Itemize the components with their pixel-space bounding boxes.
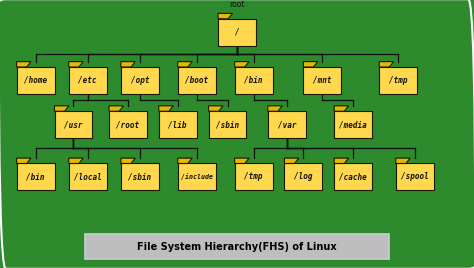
Bar <box>85 234 389 259</box>
Bar <box>334 111 372 138</box>
Polygon shape <box>334 106 348 111</box>
Bar <box>17 67 55 94</box>
Polygon shape <box>235 158 249 163</box>
Polygon shape <box>55 106 69 111</box>
Text: root: root <box>229 0 245 9</box>
Text: /mnt: /mnt <box>313 76 332 85</box>
Text: /: / <box>235 28 239 37</box>
Polygon shape <box>159 106 173 111</box>
Text: /include: /include <box>181 173 213 180</box>
Bar <box>178 163 216 190</box>
Text: /bin: /bin <box>26 172 45 181</box>
Text: /var: /var <box>277 120 296 129</box>
Text: /boot: /boot <box>185 76 208 85</box>
Bar <box>284 163 322 190</box>
Polygon shape <box>303 62 318 67</box>
Bar <box>178 67 216 94</box>
Polygon shape <box>121 62 135 67</box>
Text: /cache: /cache <box>339 172 367 181</box>
Polygon shape <box>69 158 83 163</box>
Polygon shape <box>17 62 31 67</box>
Text: File System Hierarchy(FHS) of Linux: File System Hierarchy(FHS) of Linux <box>137 241 337 252</box>
Bar <box>334 163 372 190</box>
Bar <box>17 163 55 190</box>
Bar <box>268 111 306 138</box>
Bar <box>235 67 273 94</box>
Text: /bin: /bin <box>244 76 263 85</box>
Polygon shape <box>17 158 31 163</box>
Polygon shape <box>109 106 123 111</box>
Text: /sbin: /sbin <box>216 120 239 129</box>
Polygon shape <box>121 158 135 163</box>
Polygon shape <box>218 13 232 19</box>
Polygon shape <box>178 158 192 163</box>
Text: /log: /log <box>294 172 313 181</box>
Polygon shape <box>334 158 348 163</box>
Polygon shape <box>69 62 83 67</box>
Text: /usr: /usr <box>64 120 83 129</box>
Polygon shape <box>379 62 393 67</box>
Text: /root: /root <box>117 120 139 129</box>
Bar <box>109 111 147 138</box>
Text: /etc: /etc <box>78 76 97 85</box>
Bar <box>209 111 246 138</box>
Text: /opt: /opt <box>130 76 149 85</box>
Bar <box>218 19 256 46</box>
Polygon shape <box>235 62 249 67</box>
Text: /sbin: /sbin <box>128 172 151 181</box>
Bar <box>396 163 434 190</box>
Bar <box>303 67 341 94</box>
Polygon shape <box>178 62 192 67</box>
Polygon shape <box>396 158 410 163</box>
Bar <box>69 67 107 94</box>
Bar <box>121 67 159 94</box>
Polygon shape <box>284 158 299 163</box>
Bar <box>69 163 107 190</box>
Text: /media: /media <box>339 120 367 129</box>
Text: /lib: /lib <box>168 120 187 129</box>
Text: /tmp: /tmp <box>244 172 263 181</box>
Bar <box>235 163 273 190</box>
Polygon shape <box>209 106 223 111</box>
Bar <box>121 163 159 190</box>
Bar <box>379 67 417 94</box>
Text: /local: /local <box>74 172 101 181</box>
Text: /home: /home <box>24 76 47 85</box>
Bar <box>55 111 92 138</box>
Bar <box>159 111 197 138</box>
Text: /spool: /spool <box>401 172 428 181</box>
Polygon shape <box>268 106 282 111</box>
Text: /tmp: /tmp <box>389 76 408 85</box>
